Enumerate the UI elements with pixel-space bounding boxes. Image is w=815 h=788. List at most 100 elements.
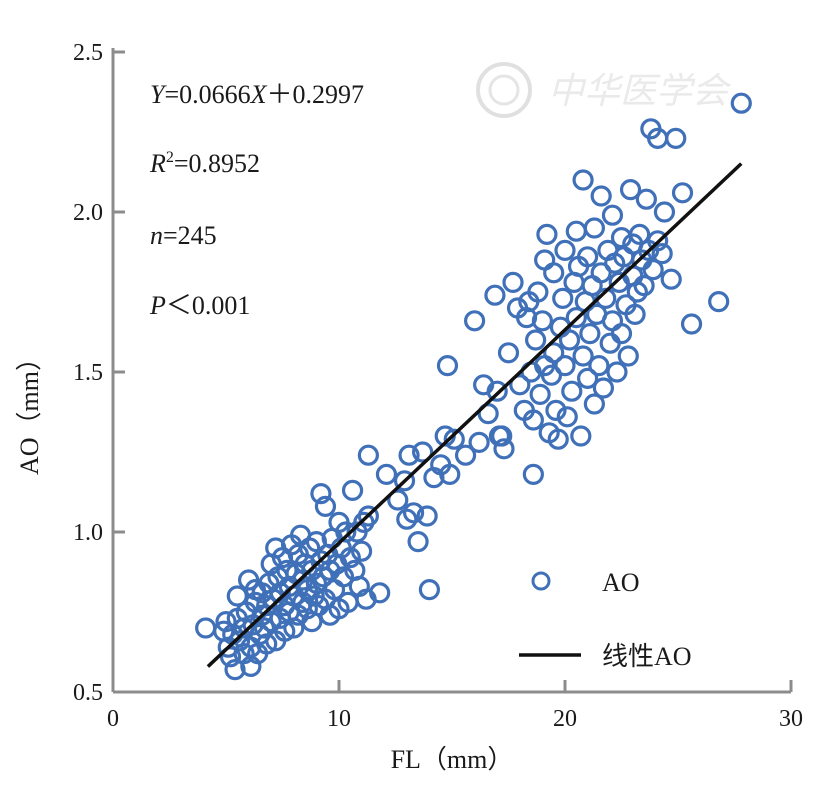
data-point bbox=[525, 329, 547, 351]
data-point bbox=[341, 479, 364, 501]
data-point bbox=[436, 355, 459, 377]
y-tick-label: 0.5 bbox=[73, 680, 103, 706]
data-point bbox=[565, 307, 587, 329]
r-squared-text: R2=0.8952 bbox=[149, 149, 260, 178]
data-point bbox=[522, 409, 544, 431]
data-point bbox=[599, 332, 621, 354]
data-point bbox=[509, 374, 531, 396]
data-point bbox=[554, 239, 576, 261]
x-axis-title: FL（mm） bbox=[391, 745, 514, 774]
data-point bbox=[439, 463, 461, 485]
y-ticks: 0.5 1.0 1.5 2.0 2.5 bbox=[73, 40, 125, 706]
fit-line bbox=[206, 162, 743, 668]
data-point bbox=[552, 287, 574, 309]
data-point bbox=[226, 585, 248, 607]
data-point bbox=[357, 444, 379, 466]
data-point bbox=[610, 323, 633, 345]
data-point bbox=[393, 470, 416, 492]
data-point bbox=[617, 345, 639, 367]
data-point bbox=[468, 431, 490, 453]
x-ticks: 0 10 20 30 bbox=[107, 680, 803, 732]
legend-label-fit: 线性AO bbox=[602, 642, 692, 671]
data-point bbox=[332, 566, 355, 588]
data-point bbox=[299, 537, 321, 559]
data-point bbox=[647, 230, 669, 252]
data-point bbox=[305, 572, 327, 594]
data-point bbox=[601, 310, 624, 332]
data-point bbox=[572, 169, 594, 191]
data-point bbox=[262, 588, 285, 610]
data-point bbox=[402, 502, 425, 524]
data-point bbox=[464, 310, 486, 332]
data-point bbox=[219, 646, 242, 668]
data-point bbox=[554, 355, 576, 377]
data-point bbox=[416, 505, 438, 527]
data-point bbox=[527, 281, 549, 303]
data-point bbox=[493, 438, 515, 460]
data-point bbox=[531, 310, 554, 332]
data-point bbox=[576, 367, 599, 389]
data-point bbox=[543, 342, 565, 364]
data-point bbox=[570, 425, 592, 447]
data-point bbox=[534, 249, 556, 271]
legend-label-ao: AO bbox=[602, 568, 640, 597]
data-point bbox=[396, 508, 418, 530]
y-axis-title: AO（mm） bbox=[15, 345, 44, 475]
axes bbox=[111, 48, 791, 694]
legend: AO 线性AO bbox=[519, 568, 692, 671]
data-point bbox=[491, 425, 513, 447]
data-point bbox=[680, 313, 703, 335]
data-point bbox=[443, 428, 465, 450]
data-point bbox=[276, 559, 298, 582]
legend-marker-ao bbox=[531, 571, 551, 591]
data-point bbox=[590, 185, 612, 207]
data-point bbox=[412, 441, 434, 463]
data-point bbox=[730, 92, 752, 114]
watermark: 中华医学会 bbox=[476, 62, 732, 118]
data-point bbox=[547, 428, 569, 450]
x-tick-label: 10 bbox=[327, 706, 351, 732]
data-point bbox=[660, 268, 682, 290]
data-point bbox=[335, 521, 357, 543]
data-point bbox=[583, 217, 605, 239]
data-point bbox=[529, 383, 551, 405]
data-point bbox=[619, 179, 642, 201]
data-point bbox=[312, 566, 334, 588]
data-point bbox=[497, 342, 520, 364]
data-point bbox=[628, 223, 651, 245]
data-point bbox=[651, 243, 673, 265]
equation-text: Y=0.0666X＋0.2997 bbox=[150, 80, 364, 109]
data-point bbox=[556, 406, 578, 428]
data-point bbox=[274, 620, 296, 642]
data-point bbox=[543, 262, 565, 284]
data-point bbox=[572, 345, 594, 367]
data-point bbox=[351, 540, 373, 562]
data-point bbox=[583, 393, 605, 415]
data-point bbox=[561, 380, 583, 402]
data-point bbox=[545, 399, 567, 421]
data-point bbox=[387, 489, 409, 511]
data-point bbox=[484, 284, 506, 306]
y-tick-label: 2.0 bbox=[73, 200, 103, 226]
data-point bbox=[314, 495, 337, 517]
data-point bbox=[626, 281, 648, 303]
data-point bbox=[357, 505, 379, 527]
sample-size-text: n=245 bbox=[150, 221, 217, 250]
data-point bbox=[454, 444, 477, 466]
data-point bbox=[260, 610, 282, 633]
data-point bbox=[375, 463, 398, 485]
data-point bbox=[665, 127, 687, 149]
data-point bbox=[592, 377, 615, 399]
data-point bbox=[624, 303, 646, 325]
data-point bbox=[601, 204, 624, 226]
data-point bbox=[310, 483, 332, 505]
data-point bbox=[339, 546, 361, 569]
regression-annotations: Y=0.0666X＋0.2997 R2=0.8952 n=245 P＜0.001 bbox=[149, 80, 364, 320]
data-point bbox=[486, 380, 508, 402]
watermark-text: 中华医学会 bbox=[548, 71, 732, 112]
data-point bbox=[228, 630, 251, 652]
data-point bbox=[579, 323, 601, 345]
data-point bbox=[253, 617, 276, 639]
data-point bbox=[283, 617, 305, 639]
